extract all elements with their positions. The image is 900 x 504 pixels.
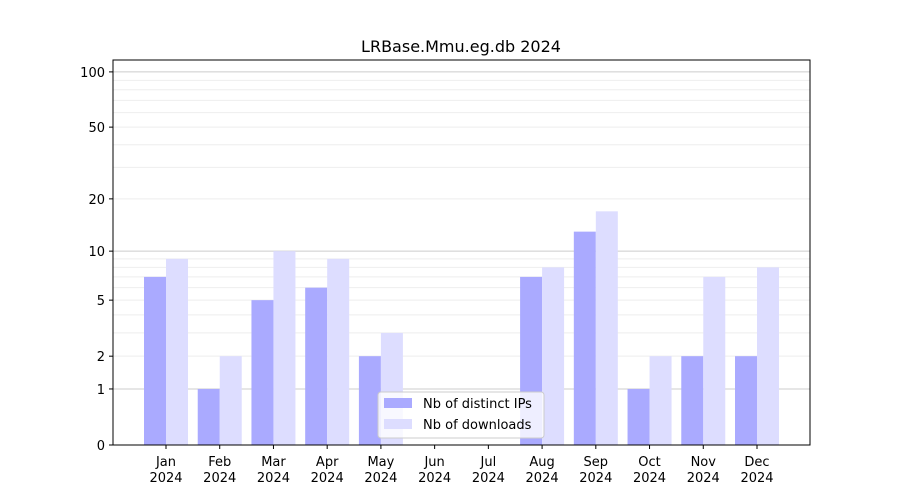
x-tick-label: Feb 2024 — [203, 455, 236, 486]
x-tick-label-line: Mar — [261, 455, 286, 470]
x-tick-label: Mar 2024 — [257, 455, 290, 486]
x-tick-label: Aug 2024 — [526, 455, 559, 486]
x-tick-label-line: 2024 — [257, 471, 290, 486]
bar-downloads — [327, 258, 350, 445]
bar-downloads — [542, 267, 565, 445]
x-tick-label-line: Nov — [691, 455, 717, 470]
x-tick-label-line: 2024 — [526, 471, 559, 486]
x-tick-label-line: 2024 — [418, 471, 451, 486]
y-tick-label: 1 — [97, 383, 105, 398]
x-tick-label-line: 2024 — [687, 471, 720, 486]
bar-downloads — [273, 251, 296, 445]
x-tick-label-line: Feb — [208, 455, 231, 470]
x-tick-label-line: Jun — [423, 455, 444, 470]
legend-swatch — [384, 398, 412, 408]
x-tick-label: Jun 2024 — [418, 455, 451, 486]
bar-ips — [305, 287, 328, 445]
legend-box — [377, 391, 545, 439]
x-tick-label-line: Oct — [638, 455, 660, 470]
bar-ips — [251, 300, 274, 445]
y-tick-label: 50 — [88, 121, 105, 136]
x-tick-label-line: Jan — [155, 455, 176, 470]
x-tick-label: Jan 2024 — [149, 455, 182, 486]
bar-ips — [197, 388, 220, 445]
bar-downloads — [219, 356, 242, 445]
x-tick-label: Dec 2024 — [740, 455, 773, 486]
x-tick-label-line: 2024 — [633, 471, 666, 486]
legend: Nb of distinct IPs Nb of downloads — [377, 391, 545, 439]
bar-ips — [358, 356, 381, 445]
bar-ips — [735, 356, 757, 445]
y-tick-label: 100 — [80, 66, 105, 81]
x-tick-label-line: Apr — [316, 455, 339, 470]
y-tick-label: 5 — [97, 294, 105, 309]
y-tick-label: 10 — [88, 245, 105, 260]
plot-frame — [112, 59, 811, 446]
x-tick-label-line: Dec — [744, 455, 769, 470]
bar-downloads — [649, 356, 672, 445]
chart-title: LRBase.Mmu.eg.db 2024 — [361, 37, 561, 56]
x-tick-label-line: 2024 — [149, 471, 182, 486]
bar-downloads — [703, 276, 726, 445]
x-tick-label-line: Sep — [584, 455, 609, 470]
bar-downloads — [166, 258, 188, 445]
legend-label: Nb of distinct IPs — [423, 397, 532, 412]
legend-swatch — [384, 419, 412, 429]
x-tick-label: Apr 2024 — [311, 455, 344, 486]
y-tick-label: 0 — [97, 439, 105, 454]
bar-ips — [627, 388, 650, 445]
bar-downloads — [595, 211, 618, 445]
bar-downloads — [757, 267, 779, 445]
x-tick-label-line: Jul — [480, 455, 497, 470]
x-tick-label-line: 2024 — [472, 471, 505, 486]
x-tick-label-line: 2024 — [579, 471, 612, 486]
y-tick-label: 2 — [97, 350, 105, 365]
x-tick-label: Nov 2024 — [687, 455, 720, 486]
bar-ips — [144, 276, 166, 445]
x-tick-label-line: May — [367, 455, 394, 470]
x-tick-label: Oct 2024 — [633, 455, 666, 486]
x-tick-label: Sep 2024 — [579, 455, 612, 486]
bar-ips — [573, 231, 596, 445]
x-tick-label-line: 2024 — [740, 471, 773, 486]
x-tick-label-line: Aug — [529, 455, 554, 470]
y-tick-label: 20 — [88, 193, 105, 208]
x-tick-label-line: 2024 — [364, 471, 397, 486]
x-tick-label: May 2024 — [364, 455, 397, 486]
bar-ips — [681, 356, 704, 445]
x-tick-label-line: 2024 — [311, 471, 344, 486]
x-tick-label-line: 2024 — [203, 471, 236, 486]
legend-label: Nb of downloads — [423, 418, 532, 433]
x-tick-label: Jul 2024 — [472, 455, 505, 486]
